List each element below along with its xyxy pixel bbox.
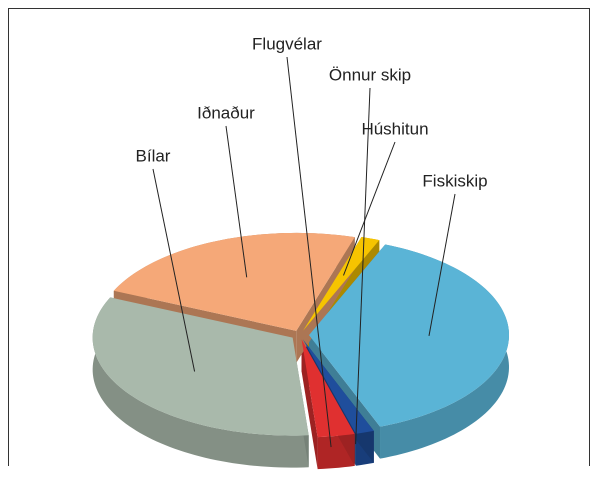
leader-line [286, 56, 332, 448]
slice [301, 339, 355, 438]
slice-label: Húshitun [361, 119, 428, 138]
frame [8, 8, 590, 466]
slice-face [301, 339, 318, 470]
slice-label: Bílar [136, 146, 171, 165]
slice [303, 237, 380, 331]
slice [308, 244, 509, 427]
leader-line [355, 87, 371, 445]
slice [113, 232, 355, 331]
leader-line [225, 125, 248, 278]
slice-label: Flugvélar [252, 34, 322, 53]
slice [302, 339, 374, 434]
slice-label: Fiskiskip [422, 171, 487, 190]
leader-line [428, 193, 456, 336]
leader-line [152, 168, 196, 372]
slice-side [92, 297, 309, 468]
slice [92, 297, 309, 436]
slice-label: Iðnaður [197, 103, 255, 122]
leader-line [343, 141, 396, 276]
slice-label: Önnur skip [329, 65, 411, 84]
